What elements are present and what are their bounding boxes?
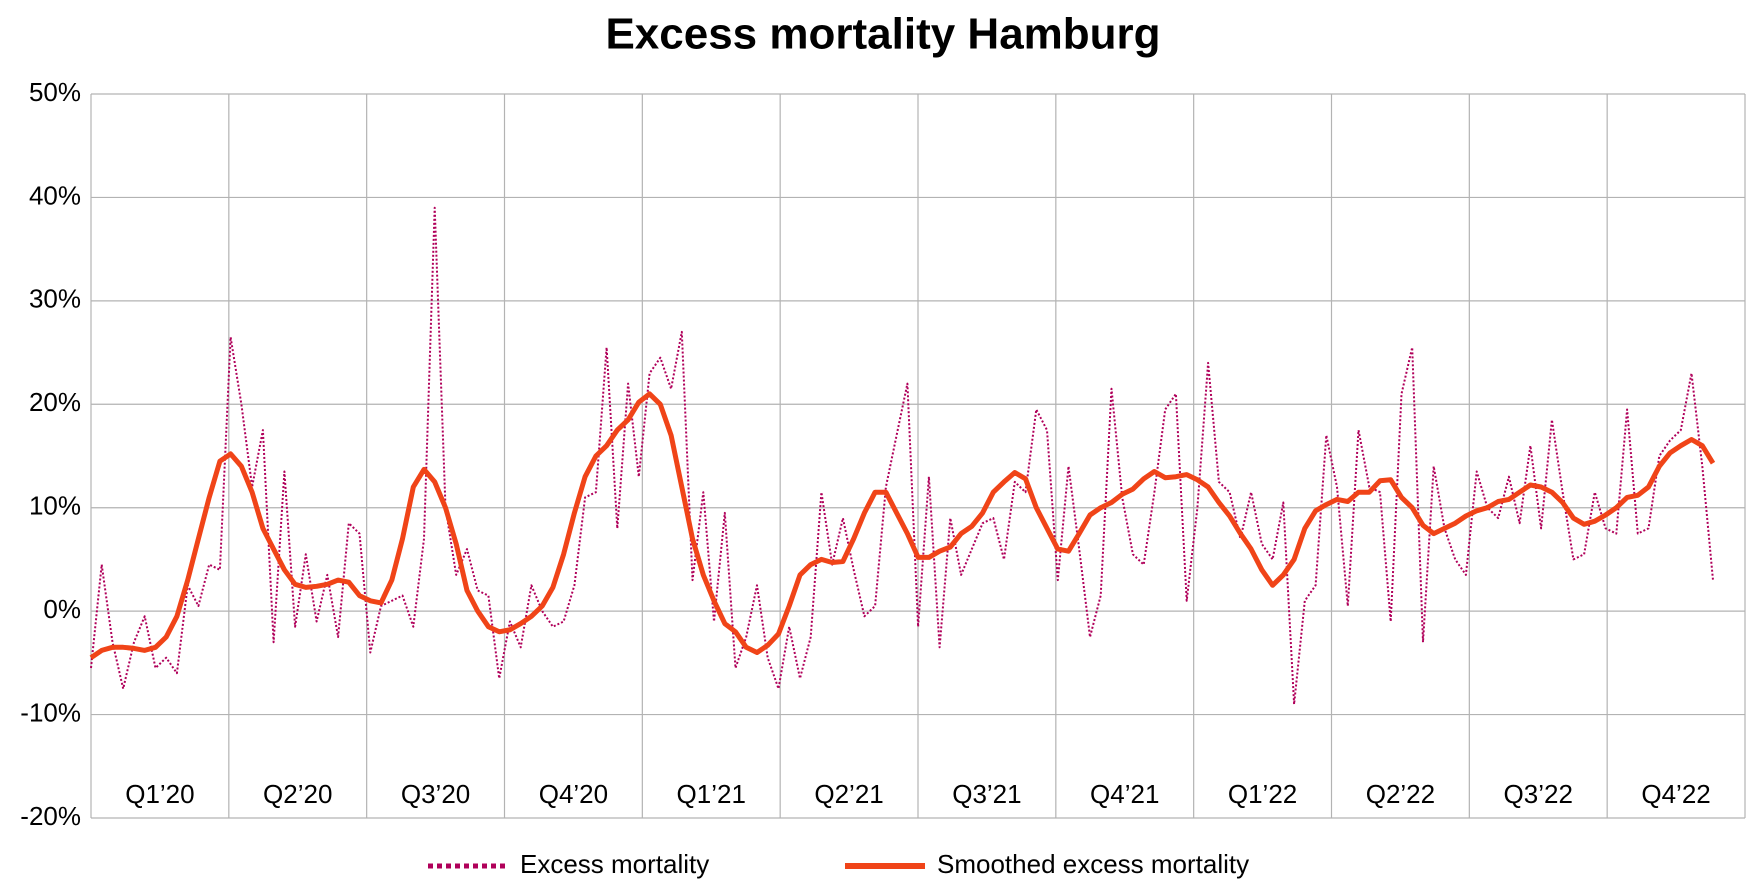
x-tick-label: Q1’21 — [677, 779, 746, 809]
x-tick-label: Q1’20 — [125, 779, 194, 809]
x-tick-label: Q2’21 — [814, 779, 883, 809]
y-tick-label: 0% — [43, 594, 81, 624]
y-tick-label: 20% — [29, 387, 81, 417]
y-tick-label: 40% — [29, 180, 81, 210]
y-tick-label: -20% — [20, 801, 81, 831]
series-line — [90, 206, 1714, 706]
x-tick-label: Q1’22 — [1228, 779, 1297, 809]
y-tick-label: 30% — [29, 284, 81, 314]
legend-label: Excess mortality — [520, 849, 709, 879]
y-tick-label: 50% — [29, 77, 81, 107]
y-tick-label: 10% — [29, 491, 81, 521]
legend-label: Smoothed excess mortality — [937, 849, 1249, 879]
x-tick-label: Q3’21 — [952, 779, 1021, 809]
x-tick-label: Q2’20 — [263, 779, 332, 809]
x-tick-label: Q4’20 — [539, 779, 608, 809]
x-tick-label: Q4’22 — [1641, 779, 1710, 809]
y-tick-label: -10% — [20, 697, 81, 727]
series-line — [89, 391, 1716, 660]
chart-title: Excess mortality Hamburg — [605, 10, 1160, 59]
x-tick-label: Q4’21 — [1090, 779, 1159, 809]
x-tick-label: Q3’20 — [401, 779, 470, 809]
x-tick-label: Q2’22 — [1366, 779, 1435, 809]
x-tick-label: Q3’22 — [1504, 779, 1573, 809]
